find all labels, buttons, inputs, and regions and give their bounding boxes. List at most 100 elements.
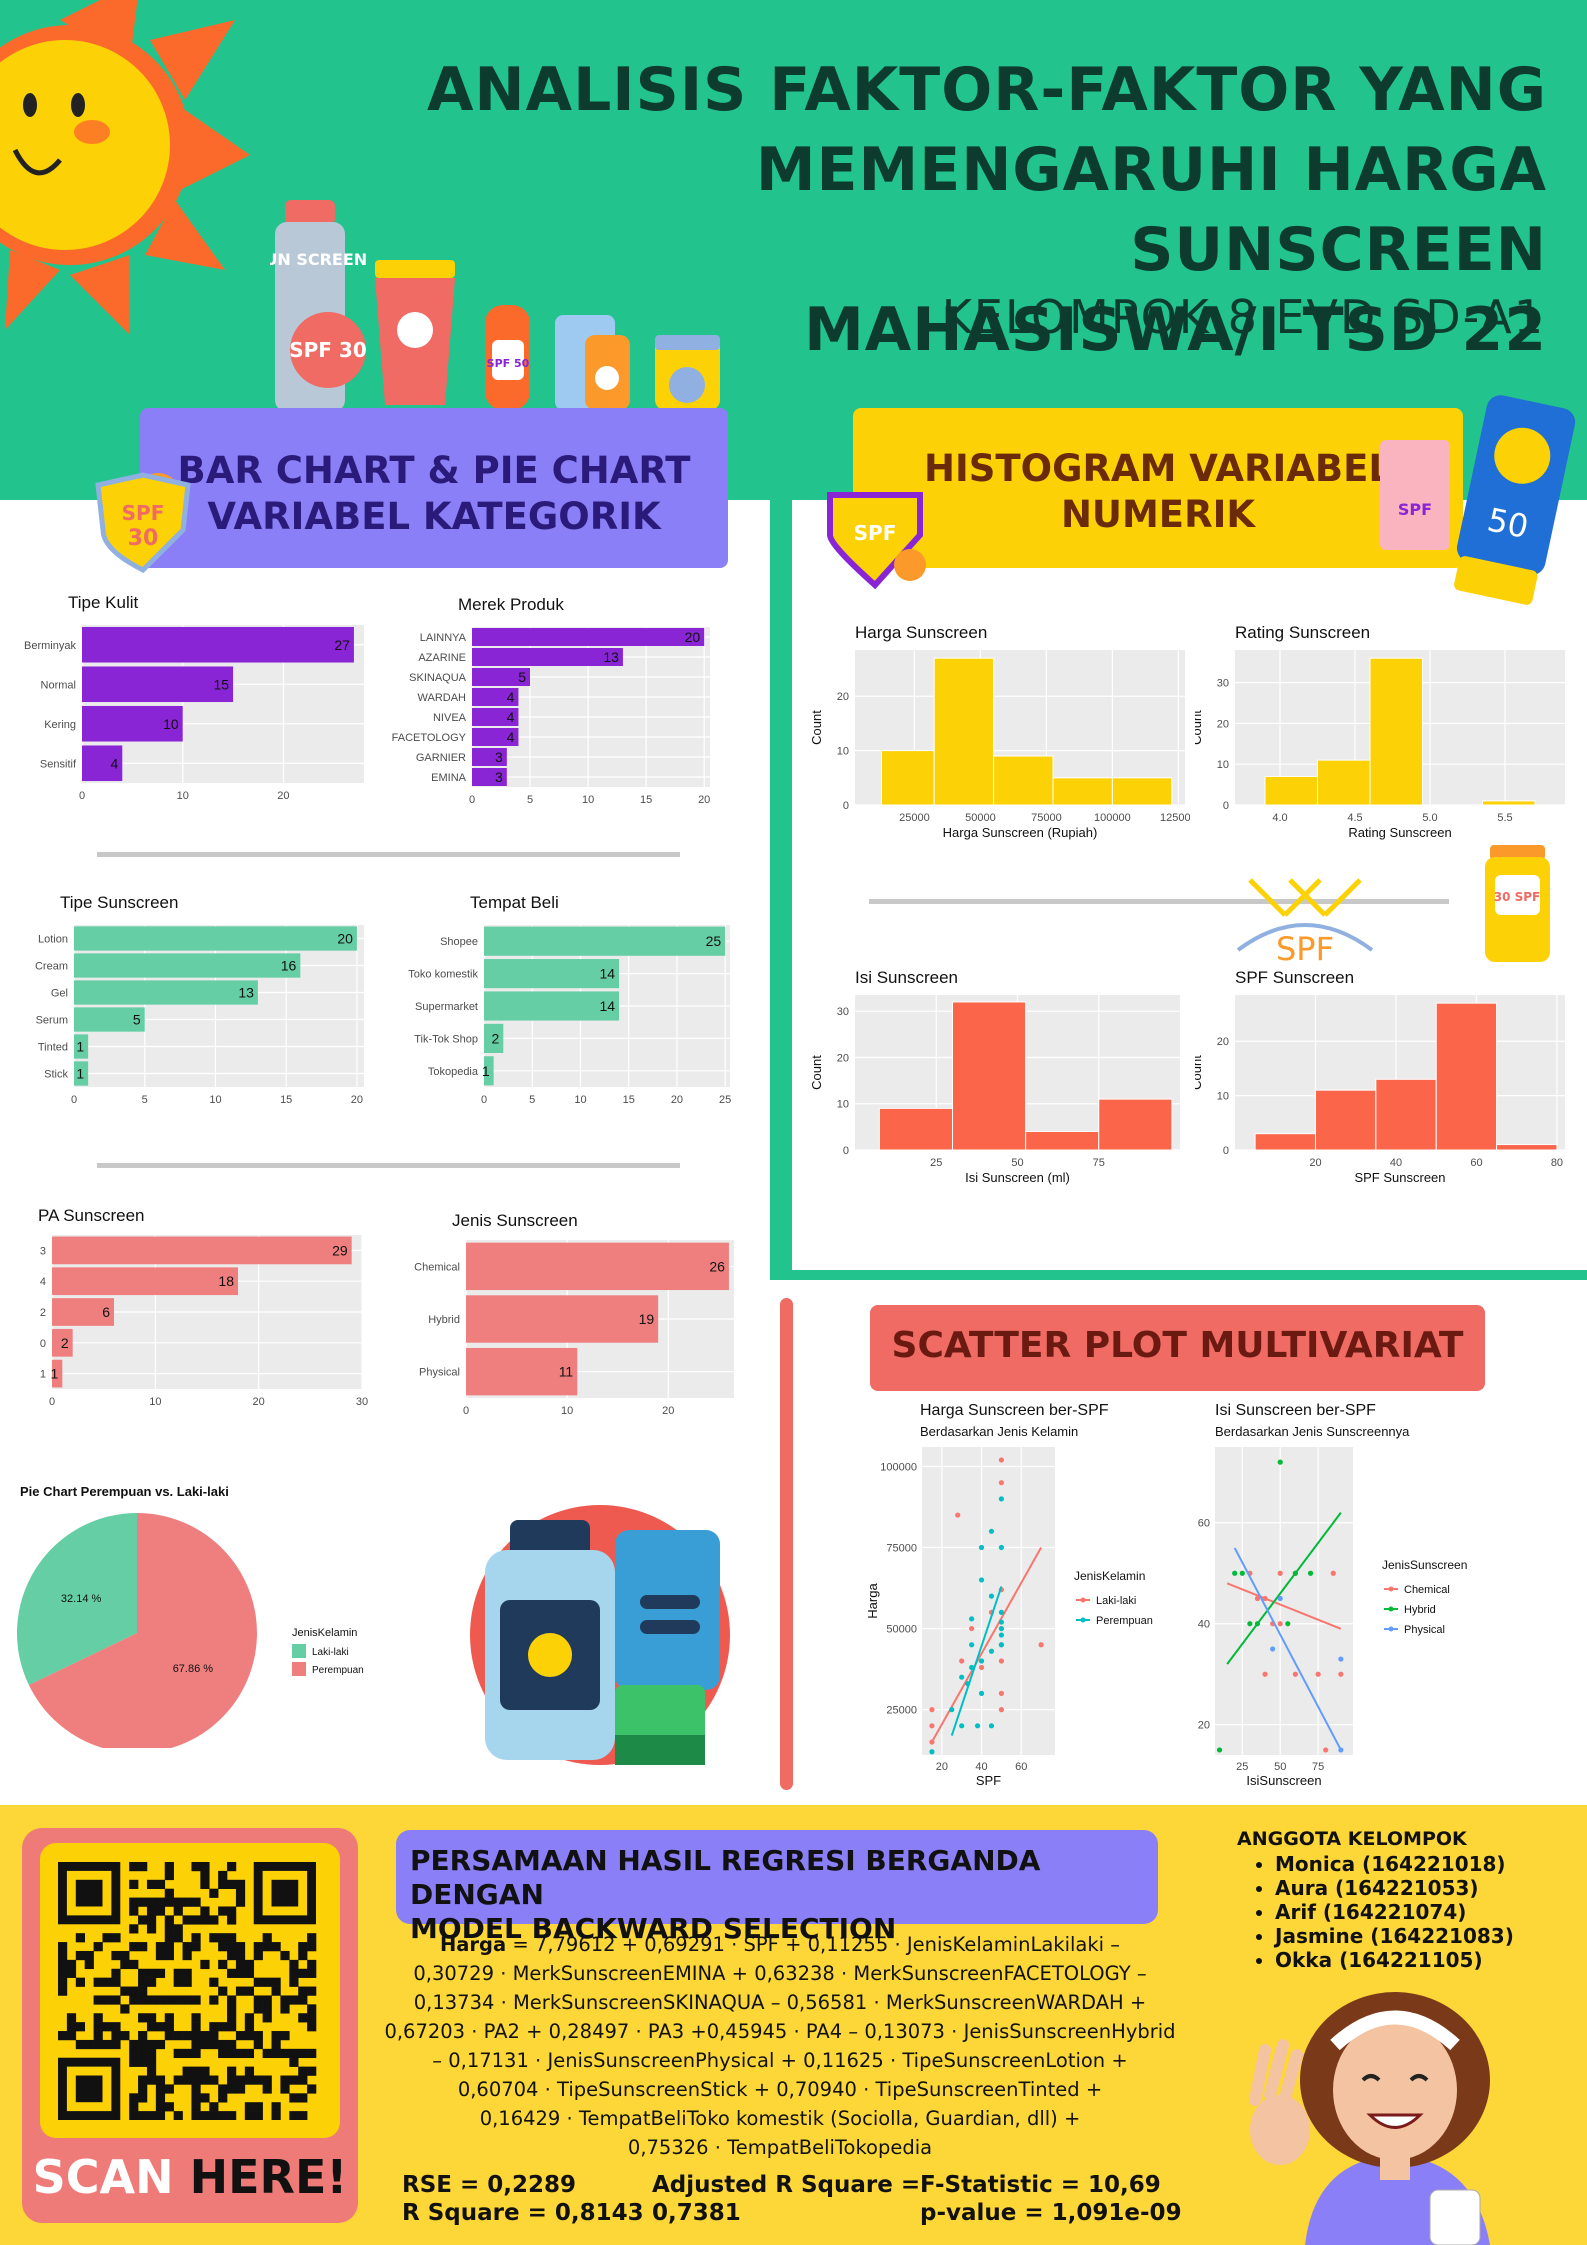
bar xyxy=(74,1034,89,1059)
qr-finder xyxy=(271,1879,299,1907)
qr-module xyxy=(218,1986,228,1996)
x-tick-label: 25000 xyxy=(899,812,930,824)
y-tick-label: Normal xyxy=(41,679,76,691)
qr-module xyxy=(218,2084,228,2094)
qr-module xyxy=(271,2031,281,2041)
qr-module xyxy=(129,1897,139,1907)
qr-module xyxy=(164,2102,174,2112)
qr-module xyxy=(164,1950,174,1961)
qr-module xyxy=(235,1888,246,1898)
qr-module xyxy=(129,2039,139,2050)
svg-text:30: 30 xyxy=(128,526,159,551)
chart-title: Isi Sunscreen xyxy=(855,968,958,987)
bar-value-label: 20 xyxy=(337,931,353,947)
member-item: Okka (164221105) xyxy=(1275,1948,1567,1972)
qr-module xyxy=(138,2111,148,2120)
sunscreen-tube-small-illustration: 30 SPF xyxy=(1485,845,1550,962)
bar-value-label: 4 xyxy=(507,689,515,705)
qr-module xyxy=(227,1906,237,1916)
bar xyxy=(472,748,507,766)
qr-module xyxy=(298,2066,308,2076)
scatter-point xyxy=(988,1648,995,1654)
qr-module xyxy=(227,1950,237,1961)
qr-module xyxy=(200,2066,210,2076)
bar-value-label: 10 xyxy=(163,716,179,732)
y-tick-label: Tinted xyxy=(38,1042,68,1054)
y-tick-label: Berminyak xyxy=(24,640,76,652)
x-tick-label: 20 xyxy=(277,790,289,802)
scatter-point xyxy=(978,1577,985,1583)
qr-module xyxy=(182,2031,192,2041)
y-tick-label: 10 xyxy=(837,746,849,758)
histogram-harga: Harga Sunscreen 0 10 20 25000 50000 75000 10000… xyxy=(810,623,1190,840)
qr-module xyxy=(200,1870,210,1881)
x-tick-label: 125000 xyxy=(1160,812,1190,824)
qr-module xyxy=(155,2102,166,2112)
x-tick-label: 10 xyxy=(574,1094,586,1106)
qr-module xyxy=(191,1933,201,1943)
qr-module xyxy=(227,2013,237,2023)
legend-label: Laki-laki xyxy=(312,1647,349,1658)
scatter-point xyxy=(1262,1671,1268,1677)
scatter-point xyxy=(998,1625,1005,1632)
qr-module xyxy=(191,1995,201,2005)
chart-tipe-kulit: Tipe Kulit 0 10 20 Berminyak 27 Normal 15 Kering… xyxy=(24,593,364,802)
histogram-bar xyxy=(952,1001,1027,1151)
qr-module xyxy=(173,1897,183,1907)
sunscreen-tube-illustration: SPF 50 xyxy=(1380,395,1576,605)
bar xyxy=(484,1056,494,1086)
qr-module xyxy=(271,1986,281,1996)
qr-module xyxy=(298,2093,308,2103)
y-tick-label: Shopee xyxy=(440,936,478,948)
y-tick-label: 25000 xyxy=(886,1705,917,1717)
qr-module xyxy=(138,2048,148,2059)
qr-module xyxy=(146,1977,157,1987)
qr-module xyxy=(298,1968,308,1978)
legend-key xyxy=(292,1644,306,1658)
x-tick-label: 100000 xyxy=(1094,812,1131,824)
x-tick-label: 4.0 xyxy=(1272,812,1287,824)
scatter-point xyxy=(1285,1621,1291,1627)
divider xyxy=(869,899,1449,904)
bar xyxy=(52,1359,63,1388)
qr-module xyxy=(93,1977,103,1987)
qr-module xyxy=(253,2004,263,2014)
qr-module xyxy=(200,2031,210,2041)
bar xyxy=(472,768,507,786)
qr-module xyxy=(66,1968,77,1978)
bar-value-label: 1 xyxy=(76,1039,84,1055)
qr-module xyxy=(129,1986,139,1996)
bar xyxy=(52,1267,238,1296)
bar xyxy=(52,1298,114,1326)
x-tick-label: 20 xyxy=(253,1396,265,1408)
scatter-point xyxy=(978,1690,985,1696)
fit-line xyxy=(1233,1547,1342,1751)
histogram-isi: Isi Sunscreen 0 10 20 30 25 50 75 Isi Sunscreen … xyxy=(810,968,1180,1185)
qr-module xyxy=(262,1977,272,1987)
bar xyxy=(82,666,234,703)
x-tick-label: 0 xyxy=(71,1094,77,1106)
qr-code[interactable] xyxy=(58,1862,322,2120)
y-axis-label: Count xyxy=(1195,1055,1204,1090)
bar xyxy=(52,1236,352,1265)
bar xyxy=(74,926,357,951)
qr-module xyxy=(235,1950,246,1961)
qr-module xyxy=(227,1862,237,1872)
qr-module xyxy=(262,2075,272,2085)
scatter-point xyxy=(1307,1570,1314,1576)
qr-module xyxy=(102,1995,112,2005)
qr-module xyxy=(271,2048,281,2059)
qr-module xyxy=(75,1933,85,1943)
qr-module xyxy=(298,2048,308,2059)
y-tick-label: Chemical xyxy=(414,1261,460,1273)
histogram-bar xyxy=(1052,777,1113,806)
legend-key-point xyxy=(1388,1586,1394,1592)
qr-module xyxy=(244,2102,255,2112)
page-title: ANALISIS FAKTOR-FAKTOR YANG MEMENGARUHI … xyxy=(426,55,1547,365)
qr-module xyxy=(138,1986,148,1996)
qr-module xyxy=(182,2075,192,2085)
x-tick-label: 75000 xyxy=(1031,812,1062,824)
y-tick-label: 20 xyxy=(837,1052,849,1064)
chart-merek-produk: Merek Produk 0 5 10 15 20 LAINNYA 20 AZARINE 13 SK… xyxy=(392,595,711,806)
qr-module xyxy=(182,1950,192,1961)
